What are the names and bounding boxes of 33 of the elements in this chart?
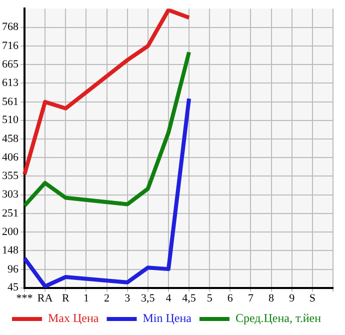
y-tick-label: 96: [8, 263, 19, 276]
x-tick-label: 7: [248, 292, 254, 304]
y-tick-label: 303: [2, 188, 19, 201]
y-tick-label: 200: [2, 226, 19, 238]
x-tick-label: 8: [268, 292, 275, 304]
x-tick-label: ***: [16, 292, 33, 304]
x-tick-label: S: [309, 292, 316, 304]
y-tick-label: 768: [2, 21, 19, 34]
x-tick-label: 3,5: [141, 292, 156, 304]
x-tick-label: 3: [124, 292, 131, 304]
legend-label: Max Цена: [48, 311, 100, 326]
y-tick-label: 406: [2, 152, 19, 164]
x-tick-label: 5: [206, 292, 213, 304]
x-tick-label: 6: [227, 292, 234, 304]
y-tick-label: 510: [2, 114, 19, 126]
x-tick-label: 1: [83, 292, 89, 304]
y-tick-label: 458: [2, 132, 19, 145]
x-tick-label: 4: [166, 292, 172, 304]
x-tick-label: RA: [37, 292, 53, 304]
y-tick-label: 561: [2, 96, 18, 108]
x-tick-label: 2: [104, 292, 110, 304]
y-tick-label: 148: [2, 244, 19, 257]
y-tick-label: 45: [8, 282, 19, 294]
y-tick-label: 665: [2, 58, 19, 70]
y-tick-label: 355: [2, 170, 19, 182]
x-tick-label: 4,5: [182, 292, 196, 304]
y-tick-label: 716: [2, 40, 19, 52]
y-tick-label: 613: [2, 77, 19, 90]
legend-label: Min Цена: [142, 311, 192, 326]
x-tick-label: R: [62, 292, 70, 304]
legend-label: Сред.Цена, т.йен: [235, 311, 322, 326]
x-tick-label: 9: [289, 292, 296, 304]
y-tick-label: 251: [2, 207, 18, 220]
